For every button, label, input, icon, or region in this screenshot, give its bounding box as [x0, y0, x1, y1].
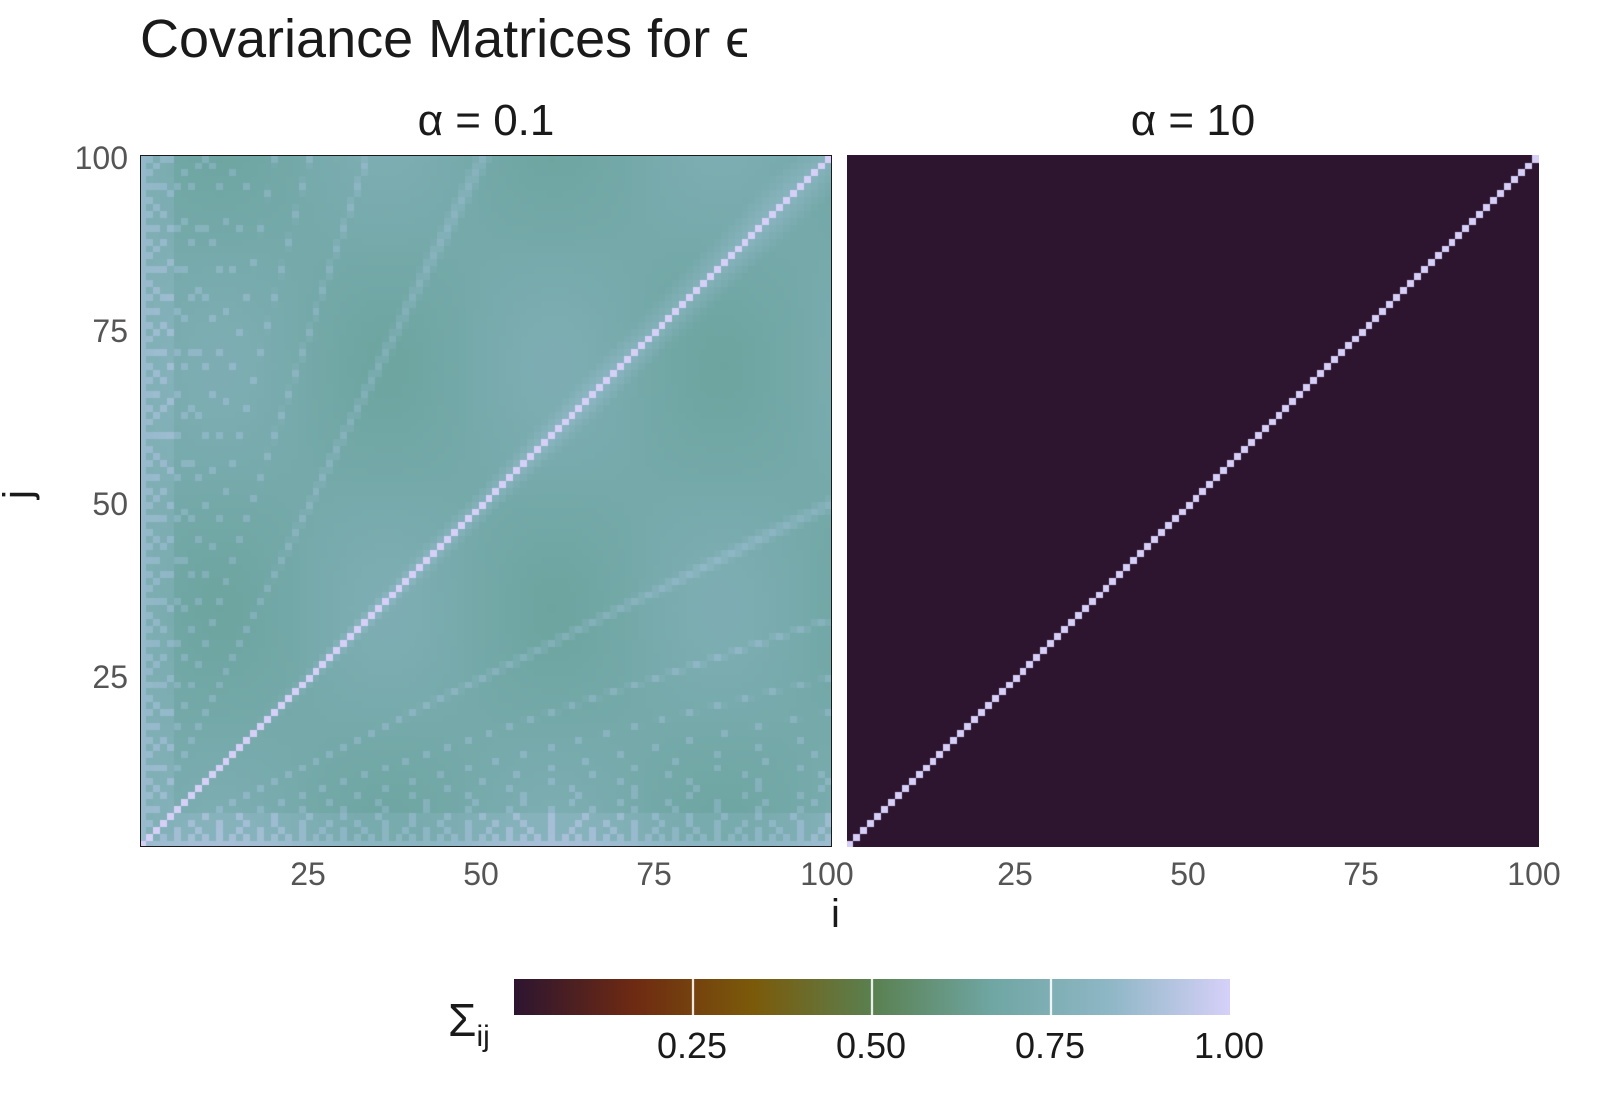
facet-title-alpha-10: α = 10 — [1130, 96, 1256, 145]
heatmap-panel-alpha-10 — [847, 155, 1539, 847]
x-tick-label: 25 — [290, 856, 326, 892]
x-tick-label: 25 — [997, 856, 1033, 892]
heatmap-cells-alpha-0.1 — [140, 155, 832, 847]
legend-title: Σij — [448, 994, 490, 1054]
y-tick-label: 75 — [92, 313, 128, 349]
x-axis-label: i — [831, 892, 840, 936]
x-tick-label: 75 — [636, 856, 672, 892]
facet-title-alpha-0.1: α = 0.1 — [417, 96, 555, 145]
colorbar-tick-label: 0.75 — [1014, 1025, 1086, 1066]
x-tick-label: 100 — [800, 856, 854, 892]
x-tick-label: 100 — [1507, 856, 1561, 892]
heatmap-panel-alpha-0.1 — [140, 155, 832, 847]
y-axis-label: j — [0, 490, 40, 499]
y-tick-label: 100 — [74, 140, 128, 176]
y-tick-label: 25 — [92, 659, 128, 695]
colorbar-gradient — [514, 979, 1230, 1015]
y-tick-label: 50 — [92, 486, 128, 522]
panel-border — [140, 155, 832, 847]
x-tick-label: 75 — [1343, 856, 1379, 892]
heatmap-cells-alpha-10 — [847, 155, 1539, 847]
x-tick-label: 50 — [463, 856, 499, 892]
colorbar-tick-label: 1.00 — [1193, 1025, 1265, 1066]
colorbar-tick-label: 0.50 — [835, 1025, 907, 1066]
colorbar-tick-label: 0.25 — [656, 1025, 728, 1066]
colorbar-legend: Σij 0.25 0.50 0.75 1.00 — [440, 975, 1340, 1095]
chart-title: Covariance Matrices for ϵ — [140, 9, 750, 69]
x-tick-label: 50 — [1170, 856, 1206, 892]
